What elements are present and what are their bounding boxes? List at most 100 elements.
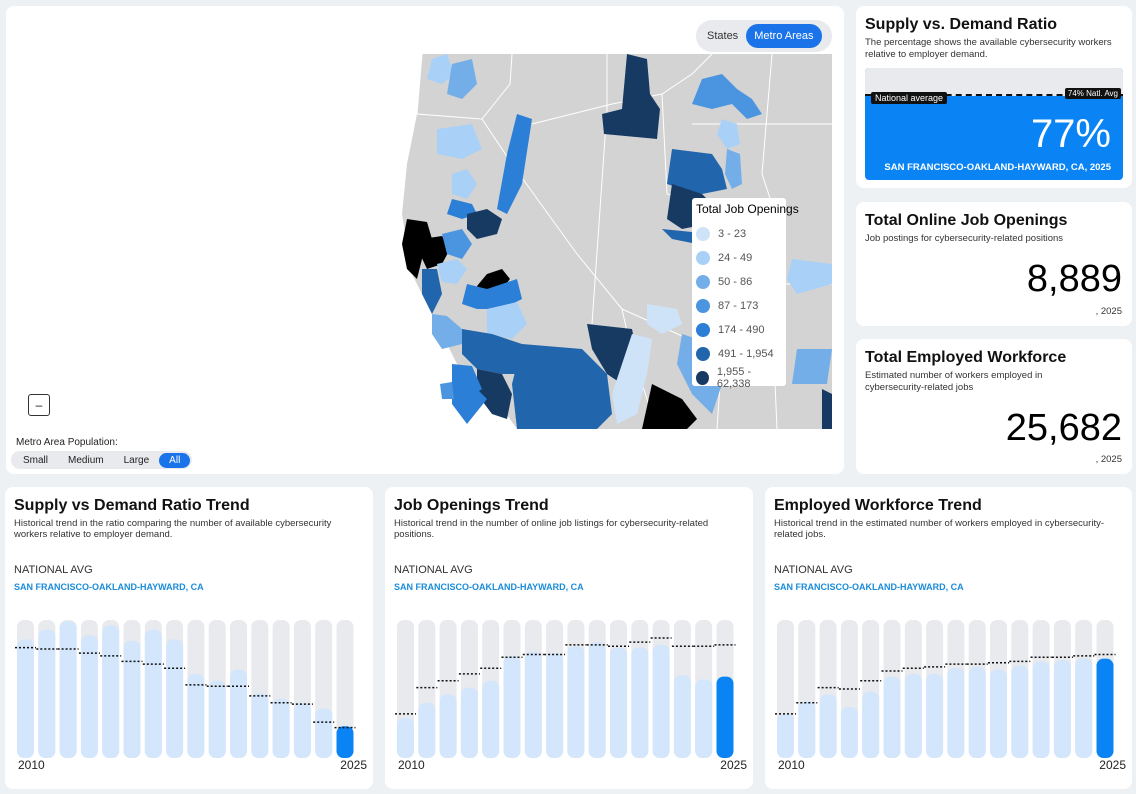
legend-swatch [696,227,710,241]
workforce-title: Total Employed Workforce [865,349,1067,366]
bar-2012[interactable] [59,621,77,758]
bar-2021[interactable] [631,647,649,758]
legend-rows: 3 - 23 24 - 49 50 - 86 87 - 173 174 - 490 491… [696,222,782,390]
workforce-year: , 2025 [1095,454,1122,465]
bar-2016[interactable] [524,651,542,758]
ratio-subtitle: The percentage shows the available cyber… [865,37,1112,60]
workforce-trend-card: Employed Workforce Trend Historical tren… [765,487,1132,789]
zoom-out-button[interactable]: – [28,394,50,416]
workforce-card: Total Employed Workforce Estimated numbe… [856,339,1132,474]
ratio-trend-chart[interactable] [5,612,373,762]
bar-2021[interactable] [251,693,269,758]
trend-end-year: 2025 [720,758,747,772]
bar-2010[interactable] [17,639,34,758]
bar-2025[interactable] [336,726,354,758]
bar-2018[interactable] [947,668,965,758]
population-medium[interactable]: Medium [68,454,104,466]
bar-2022[interactable] [1032,661,1050,758]
openings-trend-chart[interactable] [385,612,753,762]
bar-2015[interactable] [883,676,901,758]
legend-swatch [696,347,710,361]
legend-label: 50 - 86 [718,276,753,288]
bar-2022[interactable] [652,644,670,758]
trend-title: Employed Workforce Trend [774,497,982,514]
population-all[interactable]: All [159,452,191,468]
bar-2014[interactable] [482,680,500,758]
trend-location-label: SAN FRANCISCO-OAKLAND-HAYWARD, CA [14,582,204,592]
population-small[interactable]: Small [23,454,49,466]
legend-swatch [696,275,710,289]
bar-2020[interactable] [610,647,627,758]
openings-year: , 2025 [1095,306,1122,317]
bar-2012[interactable] [819,694,837,758]
legend-item: 24 - 49 [696,246,782,270]
bar-track [336,620,354,758]
bar-2023[interactable] [1053,660,1071,758]
legend-label: 3 - 23 [718,228,747,240]
trend-end-year: 2025 [1099,758,1126,772]
bar-2010[interactable] [777,713,794,758]
bar-2011[interactable] [38,629,56,758]
ratio-value: 77% [1030,112,1111,156]
bar-2013[interactable] [460,687,478,758]
trend-location-label: SAN FRANCISCO-OAKLAND-HAYWARD, CA [394,582,584,592]
population-large[interactable]: Large [123,454,150,466]
bar-2025[interactable] [716,676,734,758]
workforce-trend-chart[interactable] [765,612,1132,762]
trend-title: Supply vs Demand Ratio Trend [14,497,250,514]
bar-2012[interactable] [439,694,457,758]
bar-2013[interactable] [80,635,98,758]
bar-2016[interactable] [904,673,922,758]
bar-2011[interactable] [798,701,816,758]
bar-2019[interactable] [588,642,606,758]
bar-2025[interactable] [1096,658,1114,758]
bar-2022[interactable] [272,698,290,758]
trend-national-label: NATIONAL AVG [774,564,853,576]
bar-2024[interactable] [1075,658,1093,758]
bar-2013[interactable] [840,706,858,758]
bar-2023[interactable] [293,702,311,758]
population-filter: Small Medium Large All [11,451,193,469]
bar-2014[interactable] [862,691,880,758]
openings-value: 8,889 [1026,258,1122,300]
bar-2021[interactable] [1011,665,1029,758]
bar-2020[interactable] [230,669,247,758]
bar-2011[interactable] [418,702,436,758]
openings-card: Total Online Job Openings Job postings f… [856,202,1132,326]
trend-start-year: 2010 [18,758,45,772]
bar-2024[interactable] [695,679,713,758]
legend-swatch [696,323,710,337]
bar-2016[interactable] [144,629,162,758]
national-average-tag: 74% Natl. Avg [1064,88,1121,99]
trend-start-year: 2010 [398,758,425,772]
bar-2020[interactable] [990,669,1007,758]
bar-2023[interactable] [673,675,691,758]
legend-item: 1,955 - 62,338 [696,366,782,390]
legend-item: 174 - 490 [696,318,782,342]
legend-item: 87 - 173 [696,294,782,318]
legend-item: 3 - 23 [696,222,782,246]
ratio-indicator: National average 74% Natl. Avg 77% SAN F… [865,68,1123,180]
bar-2015[interactable] [503,655,521,758]
bar-2024[interactable] [315,708,333,758]
bar-2017[interactable] [166,639,184,758]
bar-2019[interactable] [968,666,986,758]
bar-2018[interactable] [187,673,205,758]
toggle-states[interactable]: States [707,30,739,42]
trend-location-label: SAN FRANCISCO-OAKLAND-HAYWARD, CA [774,582,964,592]
trend-end-year: 2025 [340,758,367,772]
bar-2017[interactable] [546,653,564,758]
workforce-subtitle: Estimated number of workers employed in … [865,370,1043,393]
bar-2018[interactable] [567,646,585,758]
bar-2019[interactable] [208,680,226,758]
openings-subtitle: Job postings for cybersecurity-related p… [865,233,1064,244]
toggle-metro-areas[interactable]: Metro Areas [746,24,822,48]
bar-2017[interactable] [926,673,944,758]
national-average-line [865,94,1123,96]
openings-trend-card: Job Openings Trend Historical trend in t… [385,487,753,789]
bar-2014[interactable] [102,625,120,758]
map-card: States Metro Areas Total Job Openings 3 … [6,6,844,474]
bar-2010[interactable] [397,717,414,758]
ratio-trend-card: Supply vs Demand Ratio Trend Historical … [5,487,373,789]
bar-2015[interactable] [123,640,141,758]
